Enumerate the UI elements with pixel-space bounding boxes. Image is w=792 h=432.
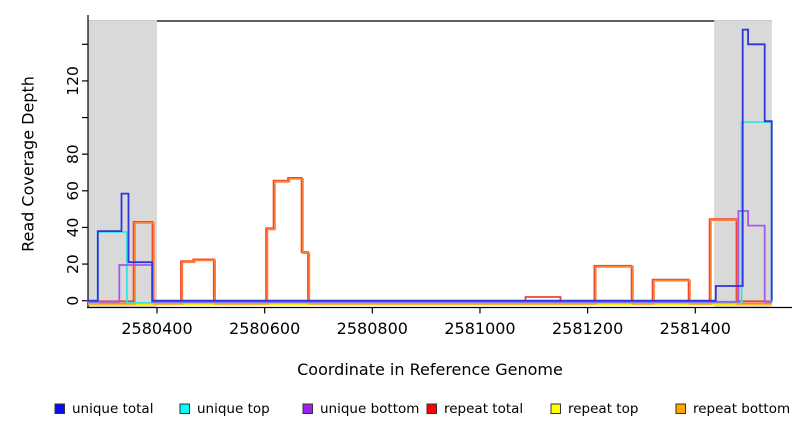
series-repeat-total [86,177,771,303]
series-unique-top [88,121,773,304]
legend-label: repeat bottom [693,401,790,417]
series-unique-bottom [88,210,772,303]
y-axis-label: Read Coverage Depth [18,76,38,252]
x-tick-label: 2581400 [660,319,731,338]
legend-item-repeat-total: repeat total [426,401,523,417]
x-tick-label: 2580400 [121,319,192,338]
highlight-region-1 [88,20,157,307]
x-tick-label: 2580600 [229,319,300,338]
legend-swatch [675,403,686,414]
legend-label: unique total [72,401,153,417]
legend-item-unique-total: unique total [54,401,153,417]
y-tick-label: 60 [64,181,82,201]
legend-item-repeat-top: repeat top [550,401,638,417]
x-tick-label: 2580800 [337,319,408,338]
x-axis-label: Coordinate in Reference Genome [297,360,563,379]
legend-swatch [302,403,313,414]
legend-item-unique-bottom: unique bottom [302,401,419,417]
legend-label: repeat total [444,401,523,417]
legend-label: repeat top [568,401,638,417]
legend-item-repeat-bottom: repeat bottom [675,401,790,417]
legend-item-unique-top: unique top [179,401,270,417]
legend-swatch [550,403,561,414]
y-tick-label: 80 [64,144,82,164]
legend-label: unique top [197,401,270,417]
legend-swatch [426,403,437,414]
y-tick-label: 120 [64,66,82,96]
series-repeat-bottom [88,178,772,305]
x-tick-label: 2581200 [552,319,623,338]
legend-swatch [54,403,65,414]
series-unique-total [88,28,773,302]
x-tick-label: 2581000 [444,319,515,338]
y-tick-label: 20 [64,254,82,274]
y-tick-label: 40 [64,218,82,238]
legend-label: unique bottom [320,401,419,417]
legend-swatch [179,403,190,414]
y-tick-label: 0 [64,296,82,306]
